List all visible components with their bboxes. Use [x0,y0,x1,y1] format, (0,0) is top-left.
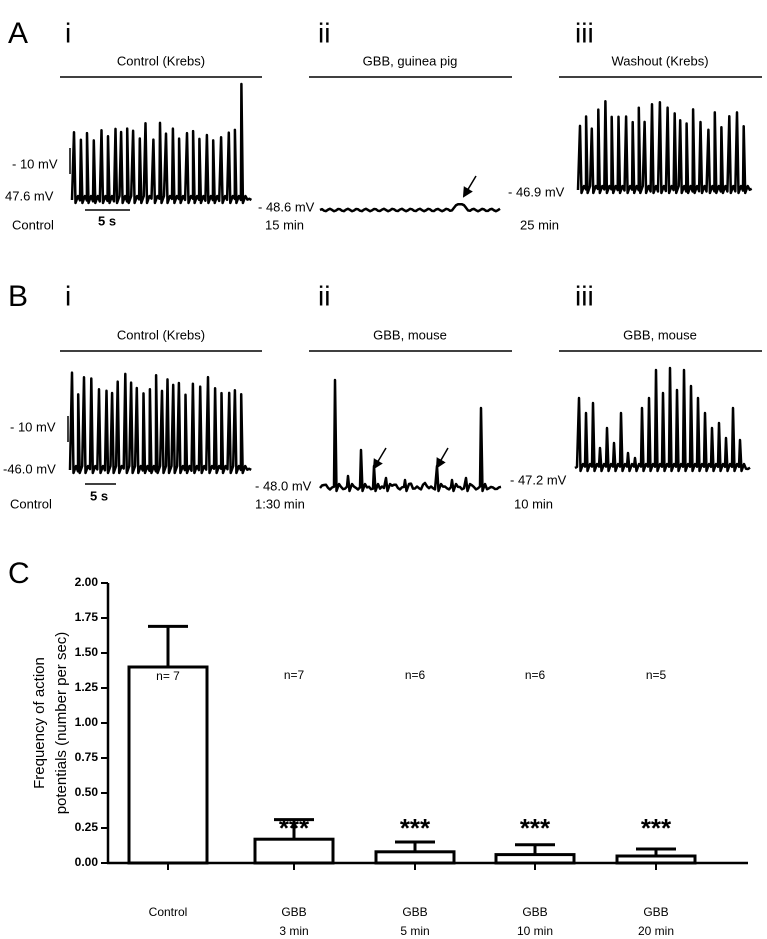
membrane-potential: - 47.2 mV [510,472,567,487]
time-label: Control [10,496,52,511]
time-label: Control [12,217,54,232]
significance: *** [520,813,551,843]
x-tick-label: 3 min [279,924,308,938]
x-tick-label: GBB [522,905,547,919]
voltage-trace [576,100,753,195]
voltage-trace [70,82,253,205]
trace-numeral: i [65,280,71,311]
trace-numeral: ii [318,17,330,48]
y-tick-label: 1.25 [75,680,99,694]
x-tick-label: GBB [402,905,427,919]
error-bar [395,840,435,852]
voltage-trace [68,371,252,475]
bar [494,853,576,865]
x-tick-label: 10 min [517,924,553,938]
n-label: n=6 [405,668,426,682]
scale-voltage: - 10 mV [10,419,56,434]
y-axis-label: potentials (number per sec) [53,632,70,815]
n-label: n=6 [525,668,546,682]
y-tick-label: 0.75 [75,750,99,764]
scale-time: 5 s [90,488,108,503]
bar [127,665,209,865]
x-tick-label: GBB [643,905,668,919]
membrane-potential: 47.6 mV [5,188,54,203]
time-label: 25 min [520,217,559,232]
panel-label: C [8,557,30,590]
n-label: n=5 [646,668,667,682]
error-bar [515,843,555,855]
significance: *** [400,813,431,843]
y-tick-label: 1.75 [75,610,99,624]
condition-label: GBB, mouse [623,327,697,342]
membrane-potential: -46.0 mV [3,461,56,476]
trace-numeral: ii [318,280,330,311]
voltage-trace [319,378,502,493]
membrane-potential: - 48.6 mV [258,199,315,214]
x-tick-label: GBB [281,905,306,919]
error-bar [274,818,314,840]
significance: *** [279,813,310,843]
x-tick-label: Control [149,905,188,919]
trace-numeral: i [65,17,71,48]
y-tick-label: 0.50 [75,785,99,799]
arrow [435,447,449,469]
time-label: 10 min [514,496,553,511]
arrow [462,175,477,198]
voltage-trace [319,202,501,213]
trace-numeral: iii [575,17,594,48]
panel-label: A [8,17,28,50]
time-label: 1:30 min [255,496,305,511]
y-tick-label: 1.50 [75,645,99,659]
error-bar [636,847,676,856]
y-tick-label: 0.00 [75,855,99,869]
y-tick-label: 0.25 [75,820,99,834]
significance: *** [641,813,672,843]
error-bar [148,624,188,667]
y-tick-label: 2.00 [75,575,99,589]
condition-label: Control (Krebs) [117,53,205,68]
condition-label: GBB, guinea pig [363,53,458,68]
scale-voltage: - 10 mV [12,156,58,171]
n-label: n=7 [284,668,305,682]
n-label: n= 7 [156,669,180,683]
x-tick-label: 5 min [400,924,429,938]
voltage-trace [574,366,751,473]
panel-label: B [8,280,28,313]
condition-label: Washout (Krebs) [611,53,708,68]
time-label: 15 min [265,217,304,232]
scale-time: 5 s [98,213,116,228]
arrow [372,447,387,470]
condition-label: Control (Krebs) [117,327,205,342]
trace-numeral: iii [575,280,594,311]
x-tick-label: 20 min [638,924,674,938]
membrane-potential: - 46.9 mV [508,184,565,199]
membrane-potential: - 48.0 mV [255,478,312,493]
condition-label: GBB, mouse [373,327,447,342]
bar [374,850,456,865]
y-axis-label: Frequency of action [31,657,48,789]
y-tick-label: 1.00 [75,715,99,729]
